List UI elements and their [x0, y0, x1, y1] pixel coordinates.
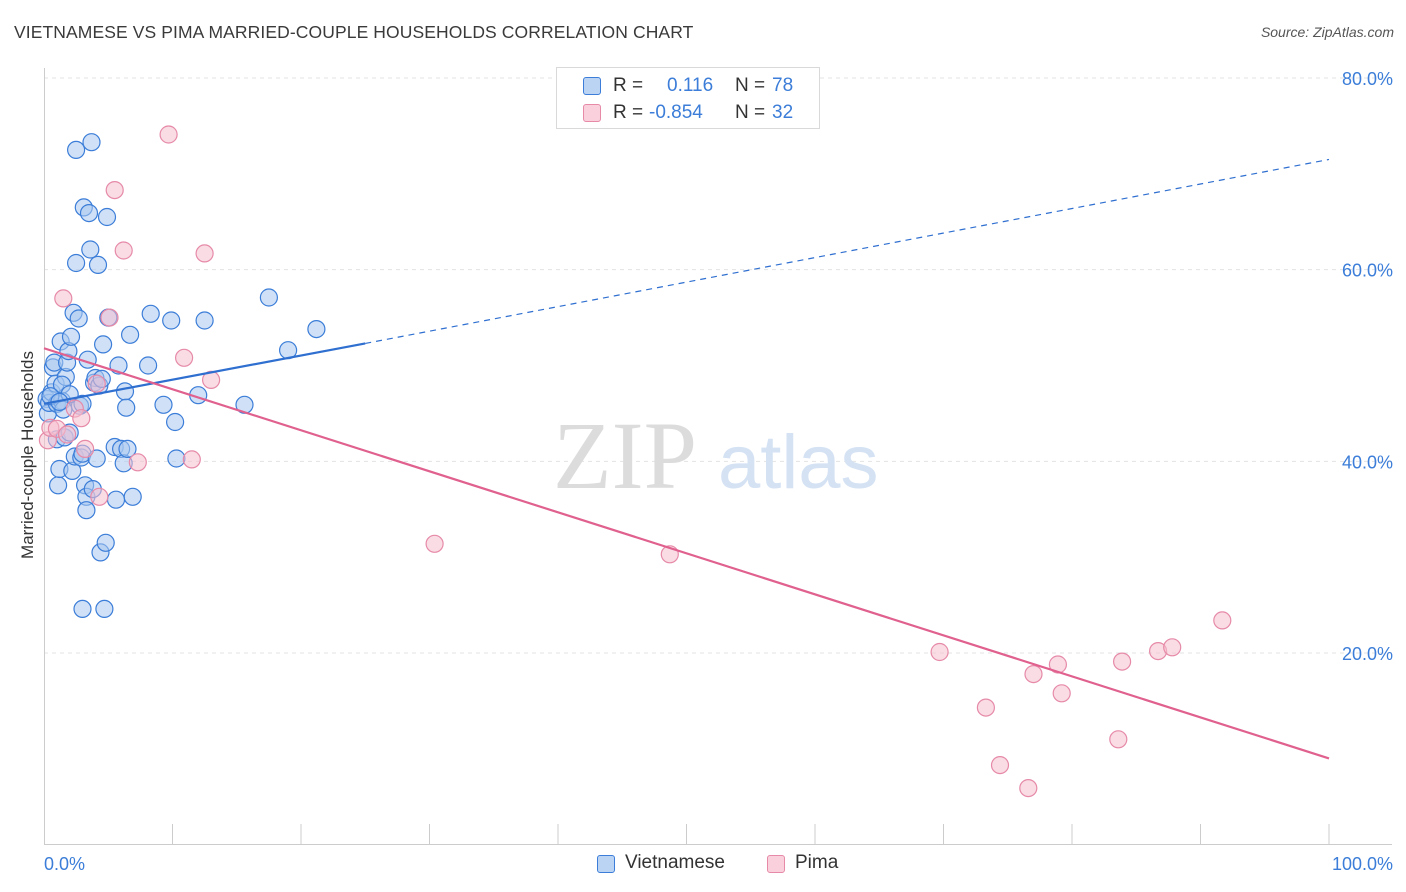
vietnamese-point[interactable] — [73, 599, 92, 619]
pima-point[interactable] — [128, 453, 147, 472]
vietnamese-point[interactable] — [118, 439, 137, 458]
pima-point[interactable] — [930, 642, 949, 662]
vietnamese-point[interactable] — [48, 476, 68, 495]
watermark-zip: ZIP — [553, 402, 697, 509]
vietnamese-point[interactable] — [141, 304, 160, 323]
pima-swatch — [767, 855, 785, 873]
y-tick-label: 60.0% — [1342, 261, 1393, 281]
pima-point[interactable] — [425, 534, 444, 553]
watermark-atlas: atlas — [718, 420, 879, 505]
pima-point[interactable] — [976, 698, 996, 717]
series-pima-points — [38, 125, 1232, 798]
vietnamese-point[interactable] — [82, 133, 101, 152]
axes — [44, 68, 1392, 845]
vietnamese-point[interactable] — [106, 490, 126, 509]
n-value: 78 — [772, 75, 794, 96]
pima-point[interactable] — [105, 181, 124, 200]
n-label: N = — [735, 75, 766, 96]
y-tick-labels: 20.0% 40.0% 60.0% 80.0% — [1342, 69, 1393, 664]
vietnamese-point[interactable] — [167, 449, 186, 468]
y-tick-label: 40.0% — [1342, 452, 1393, 472]
pima-point[interactable] — [1163, 638, 1182, 657]
vietnamese-swatch — [597, 855, 615, 873]
r-label: R = — [613, 75, 644, 96]
pima-point[interactable] — [100, 308, 119, 327]
pima-point[interactable] — [1024, 664, 1043, 684]
vietnamese-swatch — [583, 77, 601, 95]
pima-point[interactable] — [182, 450, 201, 469]
legend-label-pima: Pima — [795, 852, 839, 873]
vietnamese-point[interactable] — [66, 253, 86, 273]
vietnamese-point[interactable] — [139, 356, 158, 375]
vietnamese-point[interactable] — [96, 533, 115, 552]
x-tick-label-min: 0.0% — [44, 854, 85, 874]
vietnamese-point[interactable] — [123, 487, 142, 506]
pima-point[interactable] — [1052, 684, 1071, 703]
vietnamese-point[interactable] — [162, 311, 181, 330]
chart-title: VIETNAMESE VS PIMA MARRIED-COUPLE HOUSEH… — [14, 22, 694, 42]
vietnamese-point[interactable] — [69, 309, 88, 328]
vietnamese-point[interactable] — [195, 311, 214, 330]
trendlines — [43, 158, 1330, 760]
vietnamese-point[interactable] — [259, 288, 278, 307]
vietnamese-point[interactable] — [115, 382, 135, 401]
legend-label-vietnamese: Vietnamese — [625, 852, 725, 873]
source-label: Source: ZipAtlas.com — [1260, 24, 1394, 40]
pima-point[interactable] — [1019, 778, 1038, 798]
legend-row-vietnamese: R = 0.116 N = 78 — [557, 73, 819, 101]
n-label: N = — [735, 102, 766, 123]
y-tick-label: 80.0% — [1342, 69, 1393, 89]
x-tick-labels: 0.0% 100.0% — [44, 854, 1393, 874]
series-vietnamese-points — [37, 133, 326, 619]
pima-point[interactable] — [72, 409, 91, 428]
y-tick-label: 20.0% — [1342, 644, 1393, 664]
pima-point[interactable] — [195, 244, 214, 263]
vietnamese-point[interactable] — [154, 395, 173, 414]
vietnamese-point[interactable] — [88, 255, 108, 274]
pima-point[interactable] — [1213, 611, 1232, 630]
legend-row-pima: R = -0.854 N = 32 — [557, 100, 819, 128]
vietnamese-trendline-projection — [365, 158, 1330, 345]
y-axis-title: Married-couple Households — [18, 351, 37, 559]
vietnamese-point[interactable] — [166, 412, 185, 432]
vietnamese-point[interactable] — [79, 204, 99, 223]
vietnamese-point[interactable] — [61, 327, 81, 346]
pima-point[interactable] — [114, 241, 133, 260]
pima-point[interactable] — [87, 374, 106, 393]
watermark: ZIP atlas — [553, 402, 879, 509]
x-ticks — [172, 824, 1330, 844]
pima-point[interactable] — [54, 289, 73, 308]
x-tick-label-max: 100.0% — [1332, 854, 1393, 874]
vietnamese-point[interactable] — [95, 599, 114, 619]
vietnamese-point[interactable] — [93, 335, 113, 354]
vietnamese-point[interactable] — [81, 240, 100, 259]
pima-point[interactable] — [990, 755, 1010, 775]
correlation-legend: R = 0.116 N = 78 R = -0.854 N = 32 — [556, 67, 820, 129]
vietnamese-point[interactable] — [66, 140, 86, 159]
r-value: -0.854 — [649, 102, 703, 123]
pima-point[interactable] — [175, 348, 194, 367]
series-legend: Vietnamese Pima — [0, 852, 1406, 878]
vietnamese-point[interactable] — [97, 207, 117, 227]
vietnamese-point[interactable] — [117, 398, 136, 417]
pima-point[interactable] — [1109, 730, 1128, 749]
vietnamese-trendline — [43, 342, 366, 405]
pima-point[interactable] — [57, 425, 77, 444]
pima-point[interactable] — [1112, 652, 1132, 671]
pima-point[interactable] — [75, 439, 95, 458]
pima-trendline — [43, 347, 1330, 760]
pima-point[interactable] — [159, 125, 178, 144]
r-label: R = — [613, 102, 644, 123]
r-value: 0.116 — [667, 75, 714, 96]
vietnamese-point[interactable] — [307, 320, 326, 339]
vietnamese-point[interactable] — [121, 325, 140, 344]
pima-swatch — [583, 104, 601, 122]
pima-point[interactable] — [90, 487, 109, 506]
n-value: 32 — [772, 102, 794, 123]
vietnamese-point[interactable] — [77, 501, 96, 520]
